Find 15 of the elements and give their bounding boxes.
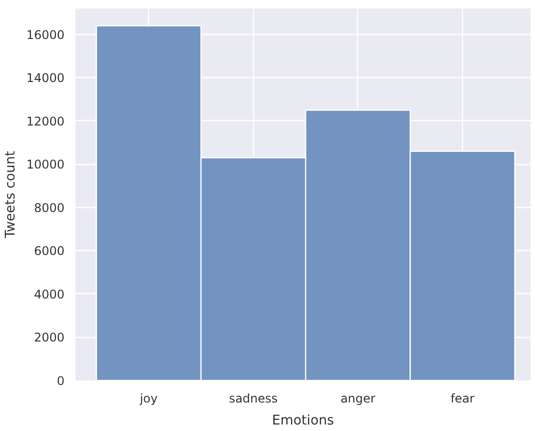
y-tick-label: 10000: [26, 158, 65, 172]
x-tick-label: fear: [450, 392, 475, 406]
y-tick-label: 2000: [34, 330, 65, 345]
y-axis-title: Tweets count: [3, 150, 18, 240]
x-tick-label: sadness: [228, 392, 278, 406]
x-tick-label: joy: [138, 392, 158, 406]
y-tick-label: 6000: [34, 244, 65, 258]
y-tick-label: 14000: [26, 71, 65, 86]
x-axis-title: Emotions: [272, 414, 334, 428]
x-tick-label: anger: [340, 392, 376, 406]
y-tick-label: 4000: [34, 287, 65, 302]
y-tick-label: 0: [56, 374, 65, 388]
y-tick-label: 8000: [34, 200, 65, 215]
y-tick-label: 12000: [26, 114, 65, 128]
y-tick-label: 16000: [26, 28, 65, 42]
